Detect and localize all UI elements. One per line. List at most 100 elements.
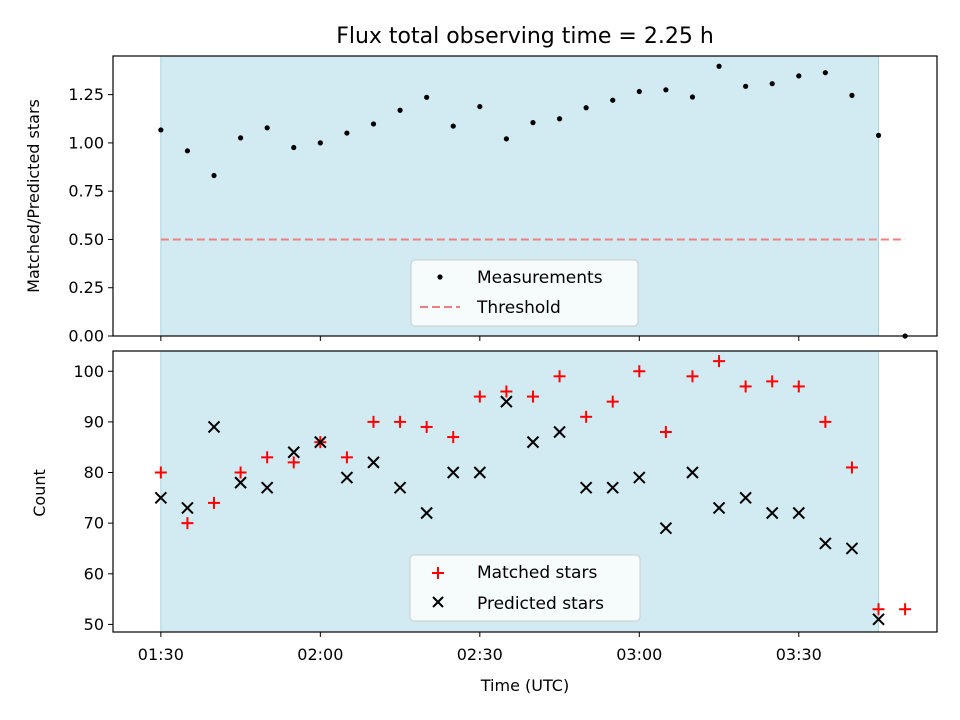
matched-star-point — [367, 415, 380, 428]
measurement-point — [158, 127, 164, 133]
predicted-star-point — [500, 395, 513, 408]
matched-star-point — [287, 456, 300, 469]
predicted-star-point — [712, 501, 726, 515]
bottom-y-tick-label: 60 — [84, 564, 104, 583]
matched-star-point — [553, 370, 566, 383]
predicted-star-point — [845, 542, 859, 555]
measurement-point — [875, 132, 882, 138]
bottom-legend: Matched stars Predicted stars — [409, 554, 641, 622]
measurement-point — [211, 172, 217, 179]
top-y-tick-label: 1.25 — [68, 85, 104, 104]
x-tick-label: 01:30 — [138, 645, 184, 664]
matched-star-point — [473, 390, 486, 403]
x-tick-label: 02:30 — [457, 645, 503, 664]
measurement-point — [317, 140, 323, 146]
bottom-legend-box — [409, 554, 641, 622]
measurement-point — [184, 148, 191, 154]
x-tick-label: 03:30 — [776, 645, 822, 664]
top-y-axis-label: Matched/Predicted stars — [24, 99, 43, 293]
measurement-point — [237, 135, 244, 141]
measurement-point — [477, 103, 483, 110]
matched-star-point — [606, 395, 619, 408]
top-y-tick-label: 0.50 — [68, 230, 104, 249]
predicted-star-point — [766, 506, 779, 520]
measurement-point — [769, 81, 775, 87]
predicted-star-point — [872, 613, 885, 626]
measurement-point — [503, 136, 509, 142]
measurement-point — [370, 121, 377, 127]
bottom-y-ticks: 50 60 70 80 90 100 — [73, 362, 113, 634]
top-axes-frame — [112, 55, 938, 337]
predicted-star-point — [234, 476, 247, 489]
measurement-point — [556, 116, 563, 122]
predicted-star-point — [553, 425, 566, 439]
matched-star-point — [739, 380, 752, 393]
matched-star-point — [500, 385, 513, 398]
predicted-star-point — [367, 456, 380, 469]
matched-star-point — [526, 390, 539, 403]
predicted-star-point — [739, 491, 752, 505]
predicted-star-point — [447, 466, 460, 479]
matched-star-point — [580, 410, 593, 423]
predicted-star-point — [659, 522, 673, 535]
top-y-tick-label: 0.25 — [68, 278, 104, 297]
measurement-point — [530, 120, 536, 126]
bottom-axes-frame — [112, 350, 938, 633]
predicted-star-point — [154, 491, 168, 505]
predicted-star-point — [473, 466, 487, 479]
matched-star-point — [633, 365, 646, 378]
matched-star-point — [420, 420, 433, 433]
predicted-star-point — [287, 446, 300, 459]
bottom-y-tick-label: 100 — [73, 362, 104, 381]
matched-star-point — [819, 415, 832, 428]
predicted-star-point — [633, 471, 646, 484]
measurement-point — [610, 97, 616, 103]
bottom-y-axis-label: Count — [30, 469, 49, 517]
top-y-tick-label: 0.75 — [68, 182, 104, 201]
matched-stars-points — [154, 355, 912, 616]
predicted-star-point — [393, 481, 407, 494]
measurement-point — [716, 63, 722, 69]
measurement-point — [291, 144, 297, 151]
predicted-star-point — [819, 537, 832, 550]
top-legend: Measurements Threshold — [410, 259, 639, 327]
legend-measurements-marker — [437, 274, 443, 280]
predicted-star-point — [340, 471, 354, 484]
matched-star-point — [154, 466, 167, 479]
legend-predicted-label: Predicted stars — [477, 594, 604, 614]
predicted-star-point — [420, 506, 433, 520]
x-axis-label: Time (UTC) — [480, 676, 569, 695]
predicted-star-point — [181, 501, 194, 515]
measurement-point — [822, 70, 828, 76]
matched-star-point — [234, 466, 247, 479]
predicted-stars-points — [154, 395, 885, 626]
predicted-star-point — [579, 481, 593, 494]
bottom-y-tick-label: 70 — [84, 514, 104, 533]
matched-star-point — [686, 370, 699, 383]
top-y-tick-label: 0.00 — [68, 327, 104, 346]
measurement-points — [158, 63, 908, 339]
measurement-point — [424, 94, 430, 100]
top-y-tick-label: 1.00 — [68, 133, 104, 152]
predicted-star-point — [207, 420, 221, 434]
legend-matched-label: Matched stars — [477, 563, 597, 583]
bottom-y-tick-label: 50 — [84, 615, 104, 634]
predicted-star-point — [606, 481, 619, 494]
matched-star-point — [766, 375, 779, 388]
top-y-ticks: 0.00 0.25 0.50 0.75 1.00 1.25 — [68, 85, 113, 346]
measurement-point — [743, 83, 749, 89]
bottom-y-tick-label: 80 — [84, 463, 104, 482]
measurement-point — [397, 107, 403, 113]
legend-matched-marker — [432, 567, 444, 579]
matched-star-point — [872, 603, 885, 616]
measurement-point — [849, 92, 855, 98]
legend-measurements-label: Measurements — [477, 268, 603, 288]
measurement-point — [689, 94, 696, 100]
chart-title: Flux total observing time = 2.25 h — [336, 24, 714, 49]
measurement-point — [450, 123, 456, 129]
matched-star-point — [845, 461, 858, 474]
bottom-y-tick-label: 90 — [84, 412, 104, 431]
measurement-point — [344, 130, 350, 136]
measurement-point — [264, 125, 270, 131]
